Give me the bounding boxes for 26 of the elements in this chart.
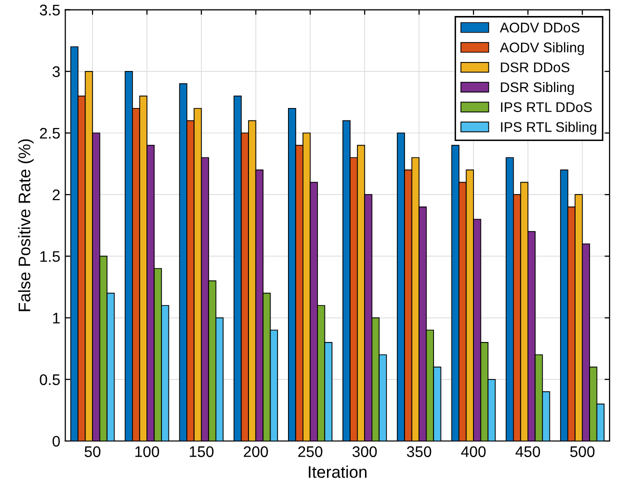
x-tick-label: 200 [244, 446, 268, 458]
y-tick-label: 1.5 [40, 251, 60, 262]
x-tick-label: 50 [84, 446, 100, 458]
legend-label: DSR DDoS [500, 62, 570, 72]
y-tick-label: 0 [52, 436, 60, 447]
x-tick-label: 250 [298, 446, 322, 458]
legend-label: IPS RTL DDoS [501, 102, 592, 112]
x-axis-title: Iteration [308, 466, 366, 478]
x-tick-label: 300 [352, 446, 377, 458]
y-tick-label: 3 [52, 66, 60, 78]
x-tick-label: 500 [570, 446, 594, 458]
y-tick-label: 2.5 [40, 128, 60, 139]
legend-label: AODV DDoS [500, 22, 580, 32]
x-tick-label: 350 [406, 446, 432, 458]
y-axis-title: False Positive Rate (%) [18, 139, 34, 312]
y-tick-label: 3.5 [40, 4, 60, 16]
legend-label: DSR Sibling [500, 82, 574, 95]
x-tick-label: 100 [135, 446, 160, 458]
legend-label: AODV Sibling [500, 42, 584, 56]
y-tick-label: 2 [52, 189, 60, 200]
x-tick-label: 150 [190, 446, 214, 458]
y-tick-label: 0.5 [40, 374, 60, 386]
x-tick-label: 400 [461, 446, 486, 458]
y-tick-label: 1 [53, 312, 60, 324]
legend-label: IPS RTL Sibling [501, 122, 596, 135]
x-tick-label: 450 [516, 446, 540, 458]
